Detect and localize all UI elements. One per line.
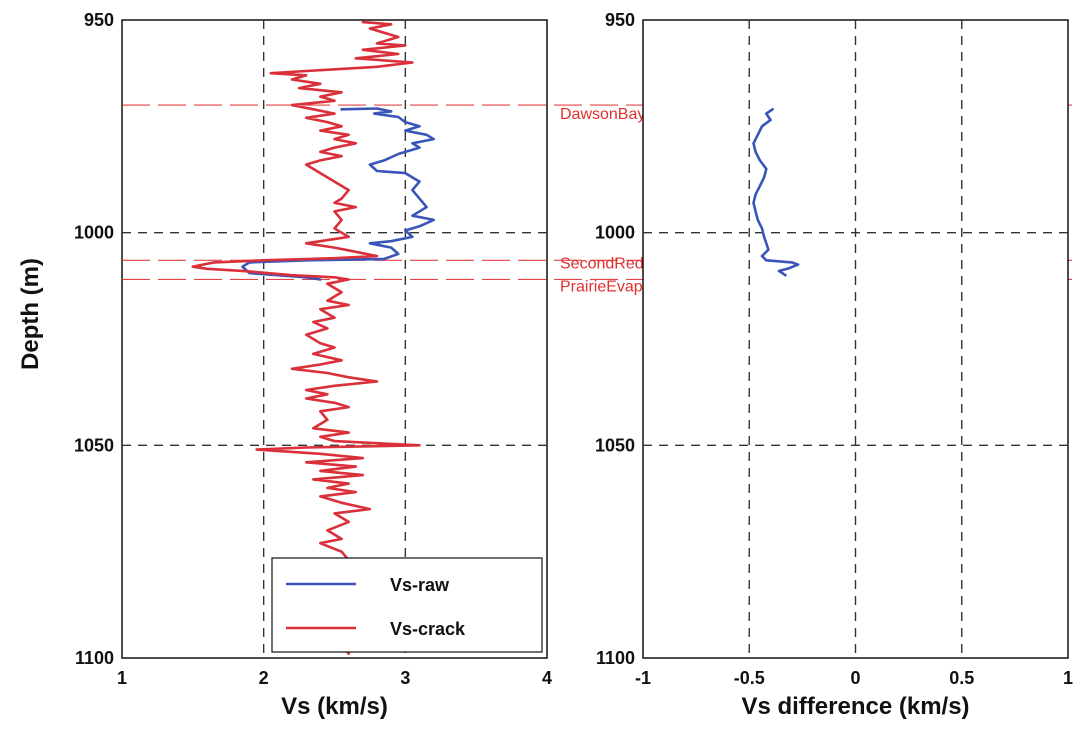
- vs-x-axis-label: Vs (km/s): [281, 693, 388, 720]
- formation-label-dawsonbay: DawsonBay: [560, 106, 645, 123]
- vs-y-tick-label-0: 950: [84, 10, 114, 30]
- diff-x-tick-label-0: -1: [635, 668, 651, 688]
- diff-y-tick-label-3: 1100: [596, 648, 635, 668]
- diff-plot-frame: [642, 19, 1069, 659]
- diff-x-tick-label-4: 1: [1063, 668, 1073, 688]
- vs-x-tick-label-0: 1: [117, 668, 127, 688]
- vs-x-tick-label-2: 3: [400, 668, 410, 688]
- diff-x-tick-label-3: 0.5: [949, 668, 974, 688]
- vs-series-line-vs-crack: [191, 20, 421, 656]
- diff-y-tick-label-0: 950: [605, 10, 635, 30]
- vs-series-line-vs-raw: [241, 107, 436, 281]
- legend-label-vs-crack: Vs-crack: [390, 619, 466, 639]
- diff-y-tick-label-1: 1000: [595, 223, 635, 243]
- vs-y-axis-label: Depth (m): [17, 258, 44, 370]
- legend-label-vs-raw: Vs-raw: [390, 575, 450, 595]
- vs-difference-panel: -1 -0.5 0 0.5 1 950 1000 1050 1100 Vs difference …: [595, 10, 1073, 720]
- vs-y-tick-label-2: 1050: [74, 435, 114, 455]
- diff-x-tick-label-1: -0.5: [734, 668, 765, 688]
- legend-box: [271, 557, 543, 653]
- diff-series-line-vs-difference: [752, 108, 800, 277]
- vs-x-tick-label-3: 4: [542, 668, 552, 688]
- vs-y-tick-label-1: 1000: [74, 223, 114, 243]
- vs-x-tick-label-1: 2: [259, 668, 269, 688]
- diff-y-tick-label-2: 1050: [595, 435, 635, 455]
- vs-plot-frame: [121, 19, 548, 659]
- vs-panel: 1 2 3 4 950 1000 1050 1100 Vs (km/s) Depth (m) Daw…: [17, 10, 1072, 720]
- diff-x-axis-label: Vs difference (km/s): [741, 693, 969, 720]
- diff-x-tick-label-2: 0: [850, 668, 860, 688]
- vs-y-tick-label-3: 1100: [75, 648, 114, 668]
